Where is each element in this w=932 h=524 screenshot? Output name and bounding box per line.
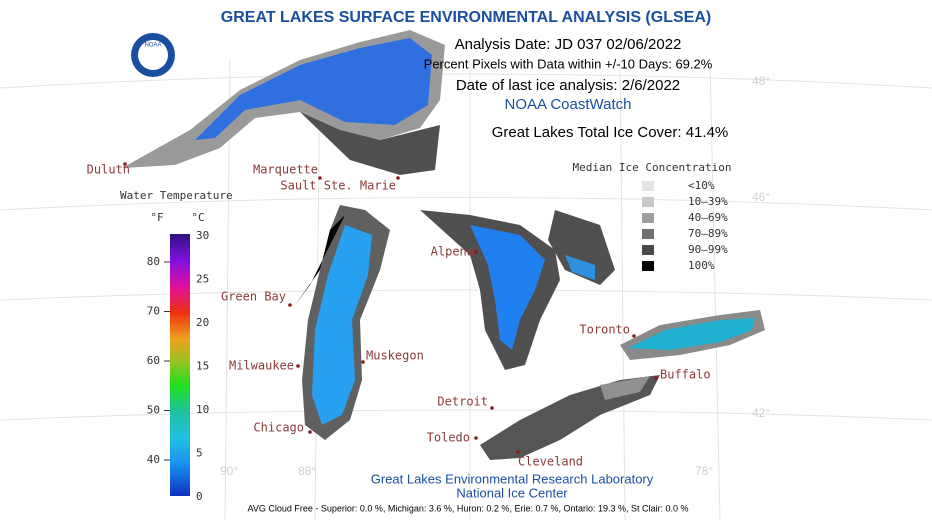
f-tick: 50	[147, 404, 160, 417]
city-dot	[654, 376, 658, 380]
f-unit: °F	[150, 211, 163, 224]
city-label: Alpena	[431, 245, 474, 259]
title: GREAT LAKES SURFACE ENVIRONMENTAL ANALYS…	[221, 9, 711, 26]
city-dot	[474, 250, 478, 254]
f-tick: 80	[147, 255, 160, 268]
ice-label: 70–89%	[688, 227, 728, 240]
f-tick: 70	[147, 305, 160, 318]
ice-swatch	[642, 181, 654, 191]
cities: Duluth Marquette Sault Ste. Marie Alpena Gre…	[87, 162, 711, 469]
ice-legend-title: Median Ice Concentration	[573, 161, 732, 174]
ice-swatch	[642, 229, 654, 239]
c-unit: °C	[191, 211, 204, 224]
city-dot	[296, 364, 300, 368]
city-dot	[123, 162, 127, 166]
f-tick: 40	[147, 453, 160, 466]
city-dot	[288, 303, 292, 307]
c-tick: 20	[196, 316, 209, 329]
source: NOAA CoastWatch	[505, 96, 632, 113]
city-label: Toronto	[579, 323, 630, 337]
analysis-date: Analysis Date: JD 037 02/06/2022	[455, 36, 682, 53]
city-dot	[474, 436, 478, 440]
ice-swatch	[642, 213, 654, 223]
city-dot	[308, 430, 312, 434]
lake-erie	[480, 375, 660, 460]
c-tick: 0	[196, 490, 203, 503]
cloud-free: AVG Cloud Free - Superior: 0.0 %, Michig…	[247, 503, 688, 513]
f-tick: 60	[147, 354, 160, 367]
lake-superior	[122, 30, 445, 175]
c-tick: 30	[196, 229, 209, 242]
lake-michigan	[295, 205, 390, 440]
city-label: Sault Ste. Marie	[280, 179, 396, 193]
lake-huron	[420, 210, 615, 370]
last-ice: Date of last ice analysis: 2/6/2022	[456, 77, 680, 94]
city-label: Chicago	[253, 421, 304, 435]
ice-label: <10%	[688, 179, 715, 192]
ice-label: 10–39%	[688, 195, 728, 208]
city-dot	[516, 450, 520, 454]
city-label: Cleveland	[518, 455, 583, 469]
total-ice: Great Lakes Total Ice Cover: 41.4%	[492, 124, 729, 141]
c-tick: 25	[196, 273, 209, 286]
city-label: Duluth	[87, 163, 130, 177]
temp-legend-title: Water Temperature	[120, 189, 233, 202]
city-dot	[361, 360, 365, 364]
city-label: Toledo	[427, 431, 470, 445]
city-label: Milwaukee	[229, 359, 294, 373]
ice-swatch	[642, 245, 654, 255]
color-bar	[170, 234, 190, 496]
grid-label: 90°	[220, 464, 238, 478]
logo-text: NOAA	[144, 43, 161, 49]
grid-label: 88°	[298, 464, 316, 478]
grid-label: 42°	[752, 406, 770, 420]
city-dot	[396, 176, 400, 180]
ice-swatch	[642, 197, 654, 207]
ice-label: 90–99%	[688, 243, 728, 256]
c-tick: 15	[196, 360, 209, 373]
city-label: Muskegon	[366, 349, 424, 363]
city-dot	[318, 176, 322, 180]
c-tick: 10	[196, 403, 209, 416]
graticule	[0, 59, 932, 521]
ice-label: 100%	[688, 259, 715, 272]
city-dot	[632, 334, 636, 338]
footer-lab: Great Lakes Environmental Research Labor…	[371, 471, 654, 486]
lake-ontario	[620, 310, 765, 360]
ice-legend: <10% 10–39% 40–69% 70–89% 90–99% 100%	[642, 179, 728, 272]
grid-label: 78°	[695, 464, 713, 478]
ice-swatch	[642, 261, 654, 271]
c-tick: 5	[196, 447, 203, 460]
footer-center: National Ice Center	[456, 485, 568, 500]
city-label: Marquette	[253, 163, 318, 177]
grid-label: 48°	[752, 74, 770, 88]
percent-pixels: Percent Pixels with Data within +/-10 Da…	[424, 56, 713, 71]
city-label: Green Bay	[221, 290, 286, 304]
city-label: Buffalo	[660, 368, 711, 382]
ice-label: 40–69%	[688, 211, 728, 224]
city-label: Detroit	[437, 395, 488, 409]
city-dot	[490, 406, 494, 410]
grid-label: 46°	[752, 190, 770, 204]
